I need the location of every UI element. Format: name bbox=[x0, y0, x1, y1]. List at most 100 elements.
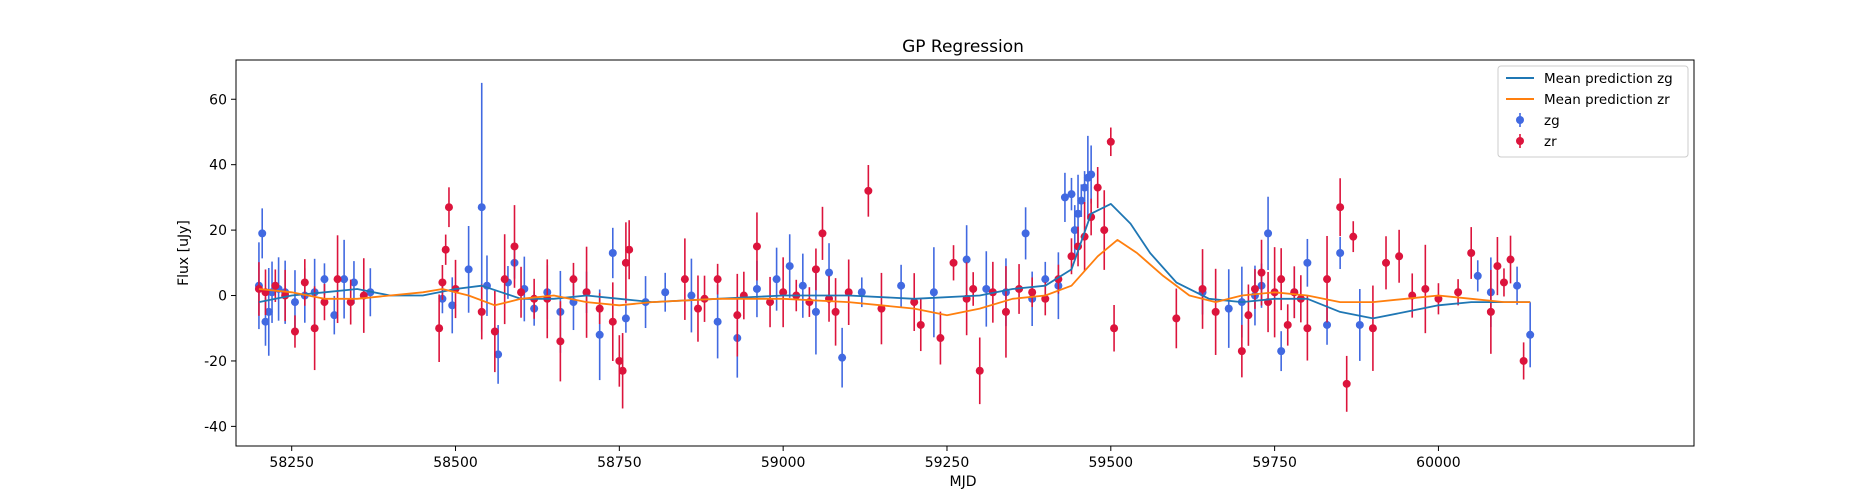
point-zr bbox=[618, 366, 627, 375]
point-zr bbox=[1467, 249, 1476, 257]
point-zr bbox=[1506, 255, 1515, 264]
point-zr bbox=[1106, 137, 1115, 146]
point-zr bbox=[877, 304, 886, 313]
point-zr bbox=[510, 242, 519, 251]
point-zg bbox=[1060, 193, 1069, 202]
point-zr bbox=[916, 320, 925, 329]
point-zg bbox=[661, 288, 670, 297]
point-zr bbox=[1211, 307, 1220, 316]
point-zr bbox=[1028, 288, 1037, 297]
point-zr bbox=[733, 311, 742, 320]
point-zg bbox=[261, 317, 270, 326]
point-zr bbox=[831, 307, 840, 316]
x-tick-label: 59000 bbox=[761, 455, 806, 471]
x-tick-label: 58500 bbox=[433, 455, 478, 471]
point-zr bbox=[1499, 278, 1508, 287]
point-zr bbox=[569, 275, 578, 284]
point-zr bbox=[1257, 268, 1266, 277]
point-zg bbox=[349, 278, 358, 287]
y-tick-label: -20 bbox=[204, 354, 227, 370]
point-zr bbox=[1342, 379, 1351, 388]
point-zg bbox=[1080, 183, 1089, 192]
point-zg bbox=[1224, 304, 1233, 313]
point-zr bbox=[1434, 294, 1443, 303]
point-zr bbox=[1110, 324, 1119, 333]
point-zg bbox=[494, 350, 503, 359]
point-zg bbox=[1041, 275, 1050, 284]
point-zg bbox=[752, 284, 761, 293]
point-zr bbox=[1250, 284, 1259, 293]
point-zg bbox=[1526, 330, 1535, 339]
point-zg bbox=[772, 275, 781, 284]
point-zr bbox=[1237, 347, 1246, 356]
point-zg bbox=[897, 281, 906, 290]
point-zg bbox=[962, 255, 971, 264]
y-tick-label: 20 bbox=[209, 223, 227, 239]
line-mean-prediction-zg bbox=[258, 202, 1531, 320]
y-tick-label: -40 bbox=[204, 419, 227, 435]
legend-swatch-zg bbox=[1516, 113, 1524, 127]
point-zr bbox=[333, 275, 342, 284]
point-zg bbox=[929, 288, 938, 297]
point-zr bbox=[1172, 314, 1181, 323]
plot-area bbox=[254, 82, 1535, 412]
point-zg bbox=[1355, 320, 1364, 329]
point-zg bbox=[1074, 209, 1083, 218]
point-zr bbox=[693, 304, 702, 313]
x-tick-label: 59500 bbox=[1089, 455, 1134, 471]
point-zr bbox=[595, 304, 604, 313]
point-zr bbox=[320, 298, 329, 307]
point-zr bbox=[936, 334, 945, 343]
x-tick-label: 58250 bbox=[269, 455, 314, 471]
point-zg bbox=[785, 262, 794, 271]
point-zg bbox=[982, 284, 991, 293]
point-zr bbox=[1349, 232, 1358, 241]
point-zg bbox=[464, 265, 473, 274]
point-zg bbox=[1070, 226, 1079, 235]
point-zr bbox=[1486, 307, 1495, 316]
point-zr bbox=[1277, 275, 1286, 284]
point-zr bbox=[310, 324, 319, 333]
point-zr bbox=[582, 288, 591, 297]
y-axis-label: Flux [uJy] bbox=[176, 220, 192, 286]
point-zr bbox=[556, 337, 565, 346]
x-tick-label: 59250 bbox=[925, 455, 970, 471]
point-zr bbox=[779, 288, 788, 297]
point-zr bbox=[300, 278, 309, 287]
point-zr bbox=[1368, 324, 1377, 333]
plot-frame bbox=[235, 59, 1695, 447]
point-zg bbox=[477, 203, 486, 212]
point-zg bbox=[608, 249, 617, 257]
point-zg bbox=[258, 229, 267, 238]
point-zr bbox=[608, 317, 617, 326]
point-zg bbox=[857, 288, 866, 297]
point-zr bbox=[346, 298, 355, 307]
point-zr bbox=[1041, 294, 1050, 303]
point-zr bbox=[1336, 203, 1345, 212]
point-zr bbox=[969, 284, 978, 293]
point-zr bbox=[1244, 311, 1253, 320]
point-zr bbox=[680, 275, 689, 284]
legend-box bbox=[1497, 65, 1689, 158]
point-zr bbox=[1382, 258, 1391, 267]
legend-marker bbox=[1516, 137, 1524, 145]
point-zr bbox=[1395, 252, 1404, 261]
point-zg bbox=[1021, 229, 1030, 238]
point-zr bbox=[766, 298, 775, 307]
point-zg bbox=[448, 301, 457, 310]
point-zg bbox=[621, 314, 630, 323]
point-zr bbox=[818, 229, 827, 238]
point-zr bbox=[1198, 284, 1207, 293]
point-zr bbox=[1067, 252, 1076, 261]
point-zg bbox=[1067, 190, 1076, 199]
point-zg bbox=[811, 307, 820, 316]
legend-label-mean-zg: Mean prediction zg bbox=[1544, 71, 1673, 87]
point-zr bbox=[1100, 226, 1109, 235]
point-zr bbox=[844, 288, 853, 297]
point-zr bbox=[1001, 307, 1010, 316]
line-mean-prediction-zr bbox=[258, 238, 1531, 317]
x-tick-label: 60000 bbox=[1416, 455, 1461, 471]
y-tick-label: 40 bbox=[209, 158, 227, 174]
point-zr bbox=[621, 258, 630, 267]
point-zg bbox=[1077, 196, 1086, 205]
